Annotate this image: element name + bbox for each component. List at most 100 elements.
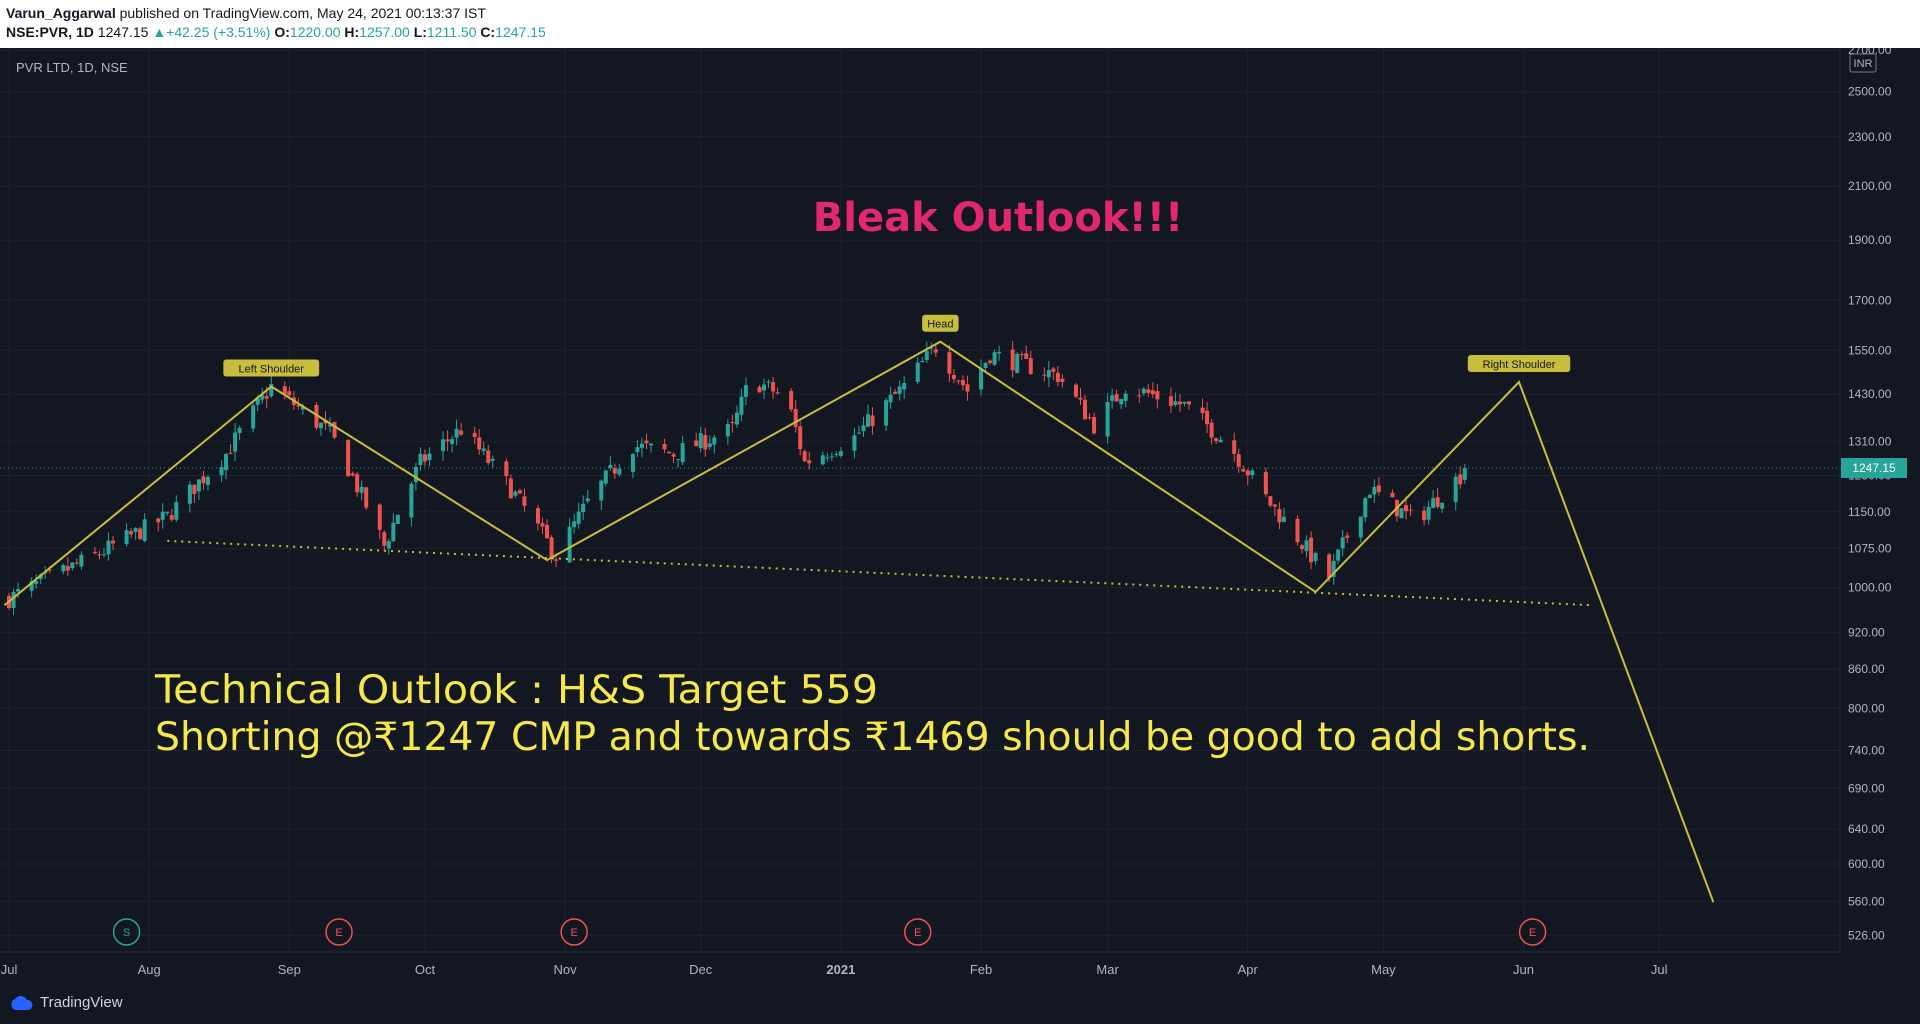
price-chart[interactable]: 526.00 560.00 600.00 640.00 690.00 740.00 800.… <box>0 48 1920 984</box>
candle-body <box>838 451 843 456</box>
candle-body <box>1241 469 1246 472</box>
candle-body <box>1399 508 1404 519</box>
event-marker-circle <box>560 918 588 946</box>
candle-body <box>251 405 256 429</box>
candle-body <box>1336 549 1341 561</box>
event-marker: S <box>112 918 141 946</box>
candle-body <box>554 559 559 561</box>
candle-body <box>802 451 807 462</box>
candle-body <box>730 422 735 424</box>
last-price-label: 1247.15 <box>1852 461 1896 475</box>
candle-body <box>1205 410 1210 425</box>
y-tick-label: 860.00 <box>1848 662 1885 676</box>
candle-body <box>612 468 617 474</box>
candle-body <box>318 422 323 429</box>
y-tick-label: 1700.00 <box>1848 293 1892 307</box>
candle-body <box>413 467 418 483</box>
headline: Bleak Outlook!!! <box>813 195 1183 241</box>
pattern-label: Head <box>922 314 959 332</box>
event-marker: E <box>325 918 353 946</box>
candle-body <box>1345 535 1350 538</box>
candle-body <box>1218 439 1223 443</box>
cloud-icon <box>11 995 33 1010</box>
candle-body <box>395 514 400 524</box>
x-tick-label: Nov <box>554 962 578 977</box>
currency-label: INR <box>1854 58 1873 70</box>
candle-body <box>662 444 667 450</box>
candle-body <box>549 537 554 558</box>
open-label: O: <box>274 24 290 40</box>
y-tick-label: 1430.00 <box>1848 387 1892 401</box>
publish-info: Varun_Aggarwal published on TradingView.… <box>6 5 486 21</box>
candle-body <box>1304 540 1309 552</box>
candle-body <box>897 386 902 394</box>
pattern-label-bg <box>223 359 320 377</box>
x-tick-label: Mar <box>1096 962 1119 977</box>
pattern-label: Right Shoulder <box>1467 355 1571 373</box>
candle-body <box>1055 372 1060 382</box>
candle-body <box>477 437 482 450</box>
candle-body <box>1119 399 1124 405</box>
footer: TradingView <box>0 984 1920 1024</box>
candle-body <box>1408 509 1413 511</box>
candle-body <box>74 562 79 564</box>
candle-body <box>255 398 260 405</box>
candle-body <box>219 467 224 476</box>
candle-body <box>364 487 369 508</box>
publish-date: published on TradingView.com, May 24, 20… <box>119 5 486 21</box>
candle-body <box>893 391 898 394</box>
candle-body <box>359 486 364 493</box>
change-up-icon: ▲ <box>152 24 167 40</box>
candle-body <box>377 504 382 530</box>
candle-body <box>300 406 305 410</box>
candle-body <box>667 451 672 454</box>
candle-body <box>1051 368 1056 372</box>
candle-body <box>834 453 839 455</box>
candle-body <box>1431 498 1436 509</box>
candle-body <box>522 496 527 506</box>
candle-body <box>201 476 206 484</box>
candle-body <box>1087 417 1092 419</box>
candle-body <box>929 347 934 349</box>
candle-body <box>983 362 988 369</box>
candle-body <box>635 447 640 453</box>
event-marker-label: E <box>1529 927 1536 939</box>
candle-body <box>65 566 70 571</box>
candle-body <box>513 491 518 496</box>
annotation-line: Shorting @₹1247 CMP and towards ₹1469 sh… <box>155 715 1590 760</box>
event-marker-label: S <box>123 927 130 939</box>
annotation-line: Technical Outlook : H&S Target 559 <box>154 668 878 713</box>
x-tick-label: Dec <box>689 962 713 977</box>
author-name[interactable]: Varun_Aggarwal <box>6 5 116 21</box>
x-tick-label: Apr <box>1238 962 1259 977</box>
candle-body <box>1214 438 1219 442</box>
candle-body <box>422 454 427 462</box>
candle-body <box>856 432 861 434</box>
symbol: NSE:PVR, 1D <box>6 24 94 40</box>
candle-body <box>1137 395 1142 397</box>
candle-body <box>567 526 572 563</box>
candle-body <box>47 569 52 571</box>
candle-body <box>793 409 798 428</box>
candle-body <box>1300 545 1305 549</box>
candle-body <box>743 385 748 397</box>
candle-body <box>956 380 961 382</box>
candle-body <box>264 396 269 399</box>
candle-body <box>1146 389 1151 393</box>
candle-body <box>852 435 857 451</box>
price: 1247.15 <box>97 24 149 40</box>
candle-body <box>504 461 509 477</box>
candle-body <box>1376 485 1381 493</box>
candle-body <box>187 484 192 504</box>
candle-body <box>576 511 581 524</box>
tradingview-logo[interactable]: TradingView <box>8 994 123 1011</box>
y-tick-label: 640.00 <box>1848 822 1885 836</box>
candle-body <box>1105 401 1110 437</box>
pattern-label: Left Shoulder <box>223 359 320 377</box>
candle-body <box>205 476 210 485</box>
candle-body <box>508 478 513 499</box>
y-tick-label: 740.00 <box>1848 744 1885 758</box>
candle-body <box>165 511 170 514</box>
candle-body <box>902 383 907 390</box>
candle-body <box>947 352 952 374</box>
